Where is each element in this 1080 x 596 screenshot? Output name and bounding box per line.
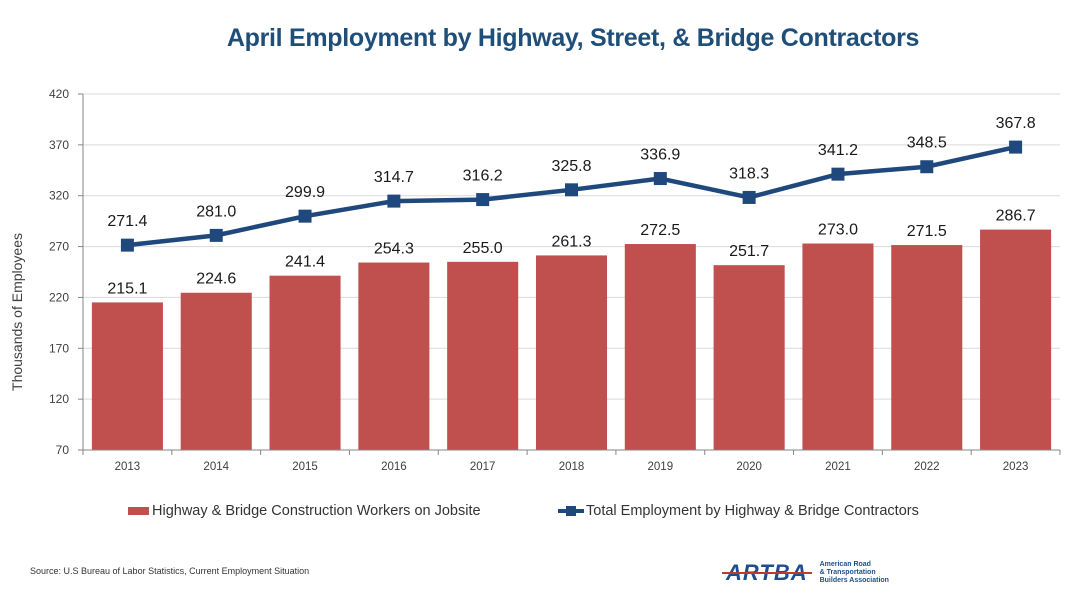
line-data-label: 314.7 <box>374 169 414 186</box>
line-series <box>120 140 1023 252</box>
y-tick-label: 270 <box>49 240 69 254</box>
bar-data-label: 255.0 <box>463 240 503 257</box>
legend-item-line[interactable]: Total Employment by Highway & Bridge Con… <box>558 503 919 519</box>
x-tick-label: 2022 <box>914 461 940 473</box>
axes: 70 120 170 220 270 320 370 420 2013 2014 2015 2016 2… <box>49 87 1061 473</box>
legend: Highway & Bridge Construction Workers on… <box>0 503 1080 525</box>
bar-data-label: 271.5 <box>907 223 947 240</box>
bar-data-label: 215.1 <box>107 280 147 297</box>
line-data-label: 299.9 <box>285 184 325 201</box>
x-tick-label: 2023 <box>1003 461 1029 473</box>
line-marker <box>653 172 667 186</box>
x-tick-label: 2020 <box>736 461 762 473</box>
y-tick-label: 370 <box>49 138 69 152</box>
legend-label-bars: Highway & Bridge Construction Workers on… <box>152 503 481 519</box>
line-marker <box>920 160 934 174</box>
bar-data-label: 261.3 <box>551 233 591 250</box>
x-tick-label: 2018 <box>559 461 585 473</box>
line-data-label: 271.4 <box>107 213 147 230</box>
artba-logo-mark: ARTBA <box>722 560 812 586</box>
line-data-label: 367.8 <box>996 115 1036 132</box>
bar <box>447 261 519 450</box>
bar <box>269 275 341 450</box>
bar-data-label: 286.7 <box>996 208 1036 225</box>
bar <box>713 265 785 450</box>
legend-item-bars[interactable]: Highway & Bridge Construction Workers on… <box>128 503 481 519</box>
line-marker <box>209 228 223 242</box>
artba-logo: ARTBA American Road & Transportation Bui… <box>722 560 889 586</box>
logo-line: & Transportation <box>819 569 876 576</box>
line-data-label: 325.8 <box>551 158 591 175</box>
data-labels: 215.1 224.6 241.4 254.3 255.0 261.3 272.5 251.7… <box>107 115 1035 297</box>
bar <box>535 255 608 450</box>
bar <box>91 302 163 450</box>
line-data-label: 281.0 <box>196 203 236 220</box>
line-marker <box>476 193 490 207</box>
bar <box>891 245 963 450</box>
logo-line: Builders Association <box>819 577 889 584</box>
line-data-label: 336.9 <box>640 147 680 164</box>
legend-label-line: Total Employment by Highway & Bridge Con… <box>586 503 919 519</box>
y-tick-label: 220 <box>49 290 69 304</box>
line-marker <box>387 194 401 208</box>
y-tick-label: 170 <box>49 341 69 355</box>
artba-logo-text: American Road & Transportation Builders … <box>820 561 889 585</box>
legend-bar-swatch <box>128 507 149 515</box>
y-tick-label: 120 <box>49 392 69 406</box>
line-data-label: 348.5 <box>907 135 947 152</box>
bar <box>980 229 1052 450</box>
y-tick-label: 70 <box>56 443 70 457</box>
line-data-label: 318.3 <box>729 165 769 182</box>
line-data-label: 341.2 <box>818 142 858 159</box>
line-marker <box>565 183 578 197</box>
bar <box>180 292 252 450</box>
y-axis-label: Thousands of Employees <box>9 233 25 391</box>
bar <box>802 243 874 450</box>
x-tick-label: 2014 <box>203 461 229 473</box>
y-tick-label: 320 <box>49 189 69 203</box>
x-tick-label: 2015 <box>292 461 318 473</box>
x-tick-label: 2021 <box>825 461 851 473</box>
source-note: Source: U.S Bureau of Labor Statistics, … <box>30 566 310 576</box>
bar <box>624 244 696 450</box>
x-tick-label: 2019 <box>648 461 674 473</box>
line-marker <box>742 190 756 204</box>
line-data-label: 316.2 <box>463 168 503 185</box>
bar-data-label: 251.7 <box>729 243 769 260</box>
chart-title: April Employment by Highway, Street, & B… <box>226 24 920 52</box>
bar-data-label: 254.3 <box>374 241 414 258</box>
legend-line-swatch <box>558 506 584 516</box>
x-tick-label: 2013 <box>115 461 141 473</box>
x-tick-label: 2016 <box>381 461 407 473</box>
bar-data-label: 224.6 <box>196 271 236 288</box>
bar <box>358 262 430 450</box>
line-marker <box>120 238 134 252</box>
line-marker <box>831 167 845 181</box>
bar-data-label: 272.5 <box>640 222 680 239</box>
bar-data-label: 273.0 <box>818 222 858 239</box>
x-tick-label: 2017 <box>470 461 496 473</box>
bar-series <box>91 229 1052 450</box>
line-marker <box>1009 140 1023 154</box>
y-tick-label: 420 <box>49 87 69 101</box>
logo-line: American Road <box>819 561 871 568</box>
line-marker <box>298 209 312 223</box>
bar-data-label: 241.4 <box>285 254 325 271</box>
